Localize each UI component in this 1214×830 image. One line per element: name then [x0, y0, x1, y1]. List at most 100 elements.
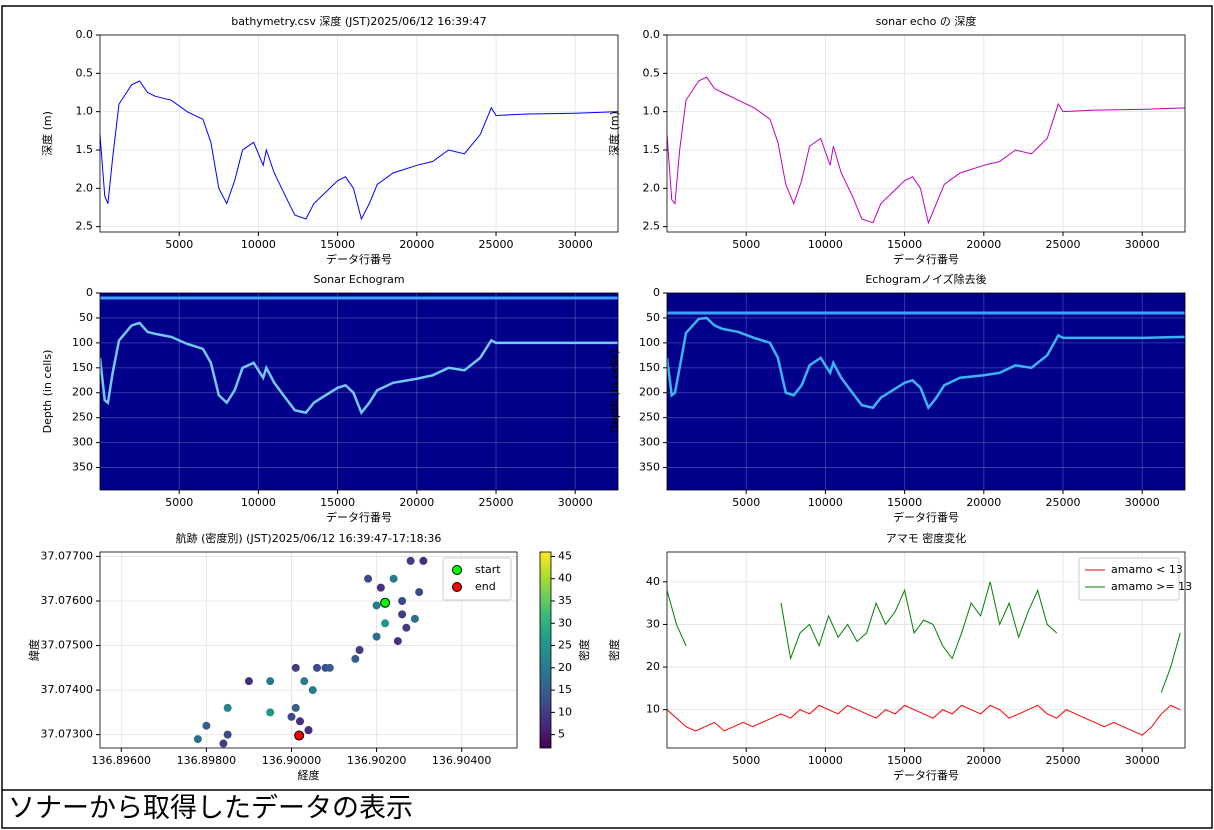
y-tick-label: 20: [646, 660, 660, 673]
y-tick-label: 100: [72, 336, 93, 349]
track-point: [291, 703, 300, 712]
y-tick-label: 37.07400: [41, 683, 94, 696]
y-tick-label: 250: [639, 411, 660, 424]
track-point: [419, 556, 428, 565]
track-point: [300, 677, 309, 686]
colorbar-tick-label: 30: [558, 616, 572, 629]
echogram-background: [667, 293, 1185, 490]
x-axis-label: データ行番号: [326, 252, 392, 266]
x-axis-label: データ行番号: [893, 768, 959, 782]
y-tick-label: 0.5: [76, 66, 94, 79]
colorbar: [539, 551, 552, 749]
chart-title: 航跡 (密度別) (JST)2025/06/12 16:39:47-17:18:…: [176, 531, 442, 545]
x-tick-label: 25000: [1046, 754, 1081, 767]
y-tick-label: 2.5: [76, 220, 94, 233]
x-axis-label: 経度: [298, 768, 320, 782]
x-tick-label: 15000: [320, 496, 355, 509]
x-tick-label: 25000: [479, 496, 514, 509]
y-tick-label: 1.5: [76, 143, 94, 156]
colorbar-tick-label: 45: [558, 549, 572, 562]
y-tick-label: 0.5: [643, 66, 661, 79]
track-point: [193, 735, 202, 744]
plot-area: [667, 35, 1185, 232]
y-tick-label: 350: [72, 461, 93, 474]
y-tick-label: 0: [653, 286, 660, 299]
y-tick-label: 10: [646, 703, 660, 716]
x-tick-label: 20000: [966, 238, 1001, 251]
x-tick-label: 30000: [558, 238, 593, 251]
legend-label: end: [475, 580, 496, 593]
x-tick-label: 10000: [241, 496, 276, 509]
echo-trace: [667, 316, 1185, 411]
x-axis-label: データ行番号: [893, 510, 959, 524]
axes-frame: [99, 34, 619, 233]
y-tick-label: 2.0: [76, 181, 94, 194]
x-tick-label: 30000: [1125, 238, 1160, 251]
track-point: [291, 663, 300, 672]
track-point: [372, 632, 381, 641]
y-tick-label: 37.07500: [41, 639, 94, 652]
x-tick-label: 136.90000: [262, 754, 322, 767]
data-line: [100, 80, 618, 221]
y-tick-label: 37.07700: [41, 549, 94, 562]
track-point: [313, 663, 322, 672]
track-point: [223, 703, 232, 712]
track-point: [266, 677, 275, 686]
legend-box: [1078, 557, 1180, 601]
y-tick-label: 1.0: [76, 105, 94, 118]
colorbar-tick-label: 5: [558, 728, 565, 741]
x-tick-label: 15000: [887, 754, 922, 767]
track-marker: [294, 730, 305, 741]
y-tick-label: 250: [72, 411, 93, 424]
x-tick-label: 20000: [399, 496, 434, 509]
legend-marker: [452, 582, 462, 592]
axes-frame: [99, 551, 518, 749]
x-tick-label: 30000: [1125, 754, 1160, 767]
x-tick-label: 15000: [320, 238, 355, 251]
plot-area: [667, 552, 1185, 748]
x-tick-label: 10000: [241, 238, 276, 251]
y-axis-label: Depth (in cells): [41, 350, 54, 434]
plot-area: [667, 293, 1185, 490]
y-tick-label: 40: [646, 575, 660, 588]
y-tick-label: 50: [646, 311, 660, 324]
chart-title: Sonar Echogram: [313, 273, 404, 286]
plot-area: [100, 552, 517, 748]
legend-label: amamo >= 13: [1111, 580, 1192, 593]
y-tick-label: 0.0: [643, 28, 661, 41]
track-point: [355, 646, 364, 654]
legend-label: start: [475, 563, 501, 576]
outer-border: [1, 5, 1213, 829]
track-point: [266, 708, 275, 717]
y-tick-label: 150: [639, 361, 660, 374]
x-axis-label: データ行番号: [326, 510, 392, 524]
x-tick-label: 20000: [399, 238, 434, 251]
y-tick-label: 50: [79, 311, 93, 324]
x-tick-label: 136.89800: [177, 754, 237, 767]
track-point: [364, 574, 373, 583]
track-point: [381, 619, 390, 628]
x-tick-label: 10000: [808, 238, 843, 251]
axes-frame: [99, 292, 619, 491]
echo-trace: [100, 321, 618, 416]
y-tick-label: 300: [639, 436, 660, 449]
track-point: [406, 556, 415, 565]
y-tick-label: 200: [639, 386, 660, 399]
y-tick-label: 37.07600: [41, 594, 94, 607]
colorbar-tick-label: 10: [558, 705, 572, 718]
x-tick-label: 20000: [966, 496, 1001, 509]
colorbar-label: 密度: [577, 639, 591, 661]
chart-title: sonar echo の 深度: [876, 14, 977, 28]
y-tick-label: 100: [639, 336, 660, 349]
track-point: [304, 726, 313, 735]
track-point: [295, 717, 304, 726]
track-point: [223, 730, 232, 739]
x-tick-label: 25000: [479, 238, 514, 251]
y-tick-label: 0.0: [76, 28, 94, 41]
x-tick-label: 136.90200: [347, 754, 407, 767]
y-axis-label: 深度 (m): [607, 111, 621, 156]
track-point: [415, 588, 424, 597]
track-marker: [380, 597, 391, 608]
axes-frame: [666, 551, 1186, 749]
